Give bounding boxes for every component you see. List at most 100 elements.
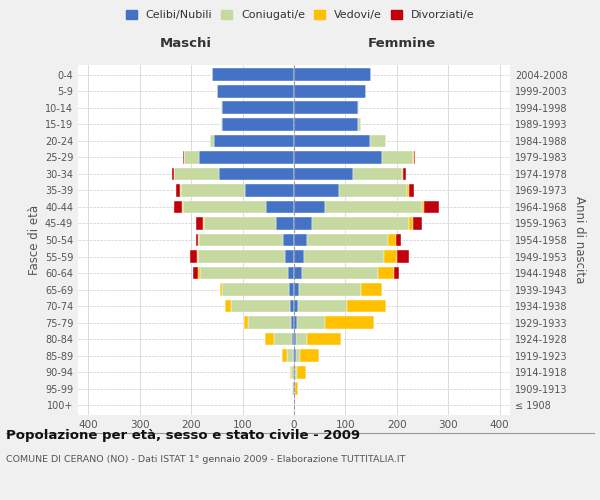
Bar [294,200,325,213]
Bar [294,168,353,180]
Bar [294,250,304,263]
Bar [294,217,312,230]
Text: Maschi: Maschi [160,37,212,50]
Bar [292,366,293,378]
Bar [217,85,294,98]
Bar [224,300,231,312]
Bar [221,102,222,114]
Bar [307,332,341,345]
Bar [244,316,248,329]
Bar [325,316,374,329]
Bar [204,217,276,230]
Bar [361,283,382,296]
Bar [294,234,307,246]
Bar [222,102,294,114]
Text: Popolazione per età, sesso e stato civile - 2009: Popolazione per età, sesso e stato civil… [6,430,360,442]
Bar [295,382,298,395]
Bar [290,366,292,378]
Bar [292,316,294,329]
Bar [295,366,296,378]
Bar [294,85,366,98]
Bar [294,366,295,378]
Bar [220,168,294,180]
Bar [294,349,296,362]
Bar [353,168,402,180]
Bar [388,234,397,246]
Bar [174,200,182,213]
Bar [358,118,361,131]
Bar [196,217,203,230]
Bar [193,266,199,280]
Bar [197,250,199,263]
Bar [294,184,339,197]
Bar [212,68,294,82]
Bar [299,349,319,362]
Bar [172,168,173,180]
Bar [409,217,413,230]
Bar [325,200,422,213]
Bar [276,217,294,230]
Bar [285,250,294,263]
Bar [292,382,293,395]
Bar [294,283,299,296]
Bar [200,266,288,280]
Bar [214,134,294,147]
Bar [294,102,358,114]
Bar [265,332,274,345]
Bar [294,398,295,411]
Bar [312,217,409,230]
Bar [221,118,222,131]
Bar [184,151,199,164]
Bar [296,349,299,362]
Bar [299,283,361,296]
Bar [199,234,283,246]
Bar [304,250,384,263]
Bar [184,200,266,213]
Bar [339,184,407,197]
Bar [288,266,294,280]
Bar [307,234,388,246]
Bar [222,118,294,131]
Bar [298,300,347,312]
Bar [382,151,413,164]
Bar [274,332,292,345]
Bar [290,300,294,312]
Bar [199,151,294,164]
Bar [182,200,184,213]
Bar [293,349,294,362]
Bar [281,349,287,362]
Bar [294,266,302,280]
Bar [394,266,400,280]
Y-axis label: Fasce di età: Fasce di età [28,205,41,275]
Bar [294,316,297,329]
Bar [245,184,294,197]
Bar [294,332,296,345]
Bar [174,168,220,180]
Bar [196,234,199,246]
Bar [384,250,397,263]
Bar [220,283,222,296]
Bar [203,217,204,230]
Bar [413,217,422,230]
Text: COMUNE DI CERANO (NO) - Dati ISTAT 1° gennaio 2009 - Elaborazione TUTTITALIA.IT: COMUNE DI CERANO (NO) - Dati ISTAT 1° ge… [6,455,406,464]
Bar [289,283,294,296]
Text: Femmine: Femmine [368,37,436,50]
Bar [294,151,382,164]
Bar [283,234,294,246]
Bar [422,200,424,213]
Bar [248,316,292,329]
Bar [176,184,181,197]
Bar [378,266,394,280]
Bar [296,366,306,378]
Bar [409,184,414,197]
Bar [397,250,409,263]
Y-axis label: Anni di nascita: Anni di nascita [573,196,586,284]
Bar [190,250,197,263]
Bar [370,134,386,147]
Bar [297,316,325,329]
Bar [402,168,403,180]
Bar [397,234,401,246]
Bar [199,250,285,263]
Bar [199,266,200,280]
Bar [294,68,371,82]
